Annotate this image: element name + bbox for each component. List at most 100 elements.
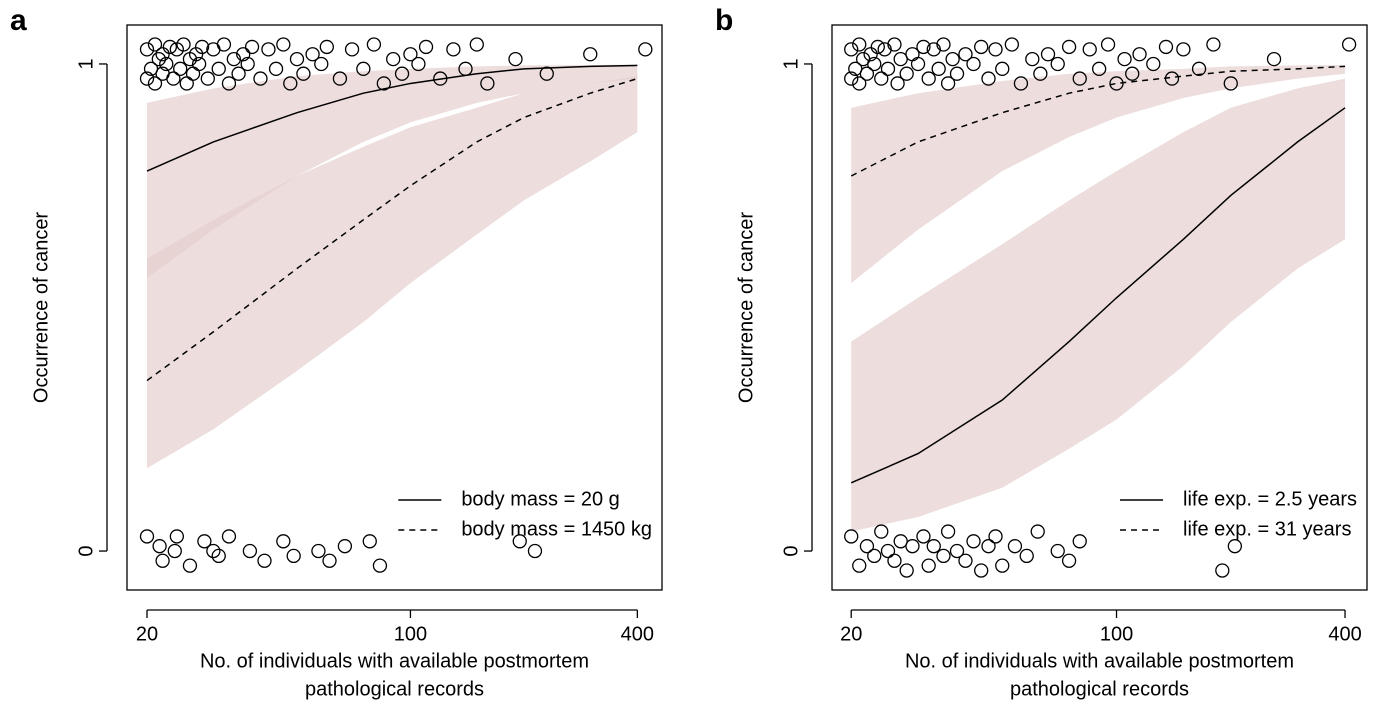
data-point (1061, 39, 1077, 55)
data-point (844, 529, 859, 544)
data-point (173, 61, 188, 76)
data-point (169, 529, 184, 544)
data-point (191, 56, 207, 72)
data-point (583, 47, 598, 62)
data-point (356, 61, 371, 76)
data-point (236, 47, 251, 62)
data-point (512, 534, 527, 549)
data-point (508, 51, 523, 67)
legend-label: life exp. = 2.5 years (1183, 488, 1357, 510)
data-point (945, 51, 960, 67)
data-point (1050, 56, 1065, 72)
data-point (949, 66, 965, 81)
data-point (1040, 47, 1056, 62)
data-point (852, 37, 867, 52)
data-point (893, 534, 908, 549)
data-point (926, 42, 941, 57)
data-point (931, 61, 946, 76)
data-point (1072, 534, 1087, 549)
data-point (152, 539, 167, 554)
data-point (244, 39, 260, 55)
data-point (995, 558, 1010, 573)
data-point (981, 539, 996, 554)
data-point (926, 539, 941, 554)
data-point (1125, 66, 1140, 81)
data-point (852, 76, 867, 91)
data-point (197, 534, 212, 549)
data-point (418, 39, 434, 55)
data-point (974, 563, 989, 578)
data-point (940, 76, 956, 91)
data-point (469, 37, 484, 52)
data-point (226, 51, 242, 67)
data-point (887, 553, 902, 568)
data-point (221, 529, 237, 544)
data-point (949, 543, 965, 559)
data-point (155, 47, 170, 62)
data-point (268, 61, 284, 76)
fit-line (850, 107, 1346, 484)
data-point (1013, 76, 1029, 91)
data-point (314, 56, 329, 72)
data-point (366, 37, 382, 52)
confidence-band (851, 64, 1346, 284)
data-point (981, 71, 996, 86)
data-point (332, 71, 348, 86)
data-point (139, 42, 155, 57)
data-point (206, 543, 221, 559)
data-point (200, 71, 215, 86)
data-point (322, 553, 337, 568)
data-point (867, 56, 882, 72)
data-point (411, 56, 426, 72)
confidence-band (146, 64, 638, 279)
data-point (176, 37, 191, 52)
data-point (162, 39, 178, 55)
x-tick-label: 400 (1328, 623, 1361, 645)
data-point (899, 66, 914, 81)
x-axis-label: No. of individuals with available postmo… (200, 650, 589, 672)
x-tick-label: 100 (1100, 623, 1133, 645)
data-point (139, 71, 155, 86)
data-point (966, 56, 981, 72)
data-point (1176, 42, 1191, 57)
data-point (155, 553, 170, 568)
data-point (257, 553, 272, 568)
x-tick-label: 400 (621, 623, 654, 645)
data-point (179, 76, 194, 91)
data-point (283, 76, 298, 91)
data-point (995, 61, 1010, 76)
x-axis-label: No. of individuals with available postmo… (905, 650, 1294, 672)
data-point (916, 529, 931, 544)
y-axis-label: Occurrence of cancer (735, 212, 757, 404)
data-point (286, 548, 301, 564)
data-point (211, 61, 226, 76)
data-point (988, 42, 1003, 57)
data-point (372, 558, 388, 573)
data-point (859, 539, 875, 554)
data-point (890, 76, 905, 91)
data-point (859, 66, 875, 81)
data-point (988, 529, 1003, 544)
x-tick-label: 20 (840, 623, 862, 645)
data-point (194, 39, 210, 55)
data-point (877, 42, 892, 57)
data-point (311, 543, 326, 559)
data-point (916, 39, 931, 55)
y-tick-label: 0 (75, 545, 97, 556)
data-point (433, 71, 448, 86)
data-point (852, 558, 867, 573)
legend-label: life exp. = 31 years (1183, 518, 1351, 540)
data-point (305, 47, 320, 62)
data-point (870, 39, 885, 55)
x-axis-label: pathological records (1010, 678, 1189, 700)
data-point (880, 543, 896, 559)
data-point (480, 76, 495, 91)
data-point (242, 543, 258, 559)
data-point (1091, 61, 1107, 76)
data-point (1158, 39, 1174, 55)
y-tick-label: 1 (75, 58, 97, 69)
plot-frame (126, 24, 663, 591)
data-point (1215, 563, 1230, 578)
data-point (893, 51, 908, 67)
